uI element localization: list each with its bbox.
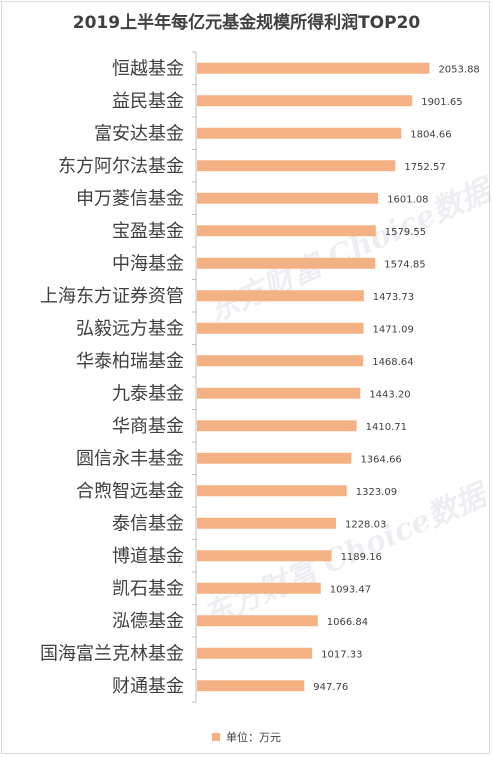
category-label: 华泰柏瑞基金 [76,351,184,372]
bar [197,322,364,334]
legend-label: 单位：万元 [226,731,281,744]
category-label: 申万菱信基金 [76,188,184,209]
category-label: 恒越基金 [112,58,184,79]
category-label: 国海富兰克林基金 [40,643,184,664]
bar [197,62,430,74]
category-label: 凯石基金 [112,578,184,599]
value-label: 1579.55 [385,227,426,238]
value-label: 1323.09 [356,487,397,498]
bar [197,160,396,172]
bar [197,582,321,594]
category-label: 泓德基金 [112,611,184,632]
bar [197,647,313,659]
chart-legend: 单位：万元 [212,730,281,744]
value-label: 1901.65 [421,97,462,108]
bar [197,95,413,107]
value-label: 1752.57 [404,162,445,173]
category-label: 弘毅远方基金 [76,318,184,339]
bar [197,420,357,432]
bar [197,192,379,204]
legend-swatch [212,733,220,741]
category-label: 合煦智远基金 [76,481,184,502]
category-label: 泰信基金 [112,513,184,534]
category-label: 宝盈基金 [112,221,184,242]
chart-title: 2019上半年每亿元基金规模所得利润TOP20 [72,13,421,33]
value-label: 1601.08 [387,194,428,205]
bar [197,517,336,529]
value-label: 1066.84 [327,617,368,628]
bar [197,452,352,464]
bar [197,680,305,692]
category-label: 东方阿尔法基金 [58,156,184,177]
value-label: 1410.71 [366,422,407,433]
value-label: 1471.09 [372,324,413,335]
category-label: 富安达基金 [94,123,184,144]
category-label: 博道基金 [112,546,184,567]
category-label: 九泰基金 [112,383,184,404]
value-label: 1468.64 [372,357,413,368]
bar [197,257,376,269]
bar [197,290,364,302]
category-label: 财通基金 [112,676,184,697]
category-label: 圆信永丰基金 [76,448,184,469]
bar [197,225,376,237]
bar [197,485,347,497]
value-label: 1574.85 [384,259,425,270]
category-label: 益民基金 [112,91,184,112]
value-label: 1093.47 [330,584,371,595]
value-label: 1017.33 [321,649,362,660]
value-label: 1228.03 [345,519,386,530]
value-label: 1189.16 [341,552,382,563]
bar [197,387,361,399]
value-label: 1364.66 [360,454,401,465]
category-label: 中海基金 [112,253,184,274]
value-label: 947.76 [313,682,348,693]
category-label: 上海东方证券资管 [40,286,184,307]
value-label: 1443.20 [369,389,410,400]
category-label: 华商基金 [112,416,184,437]
value-label: 1804.66 [410,129,451,140]
bar [197,615,318,627]
value-label: 2053.88 [438,64,479,75]
bar [197,127,402,139]
bar [197,355,364,367]
bar [197,550,332,562]
value-label: 1473.73 [373,292,414,303]
